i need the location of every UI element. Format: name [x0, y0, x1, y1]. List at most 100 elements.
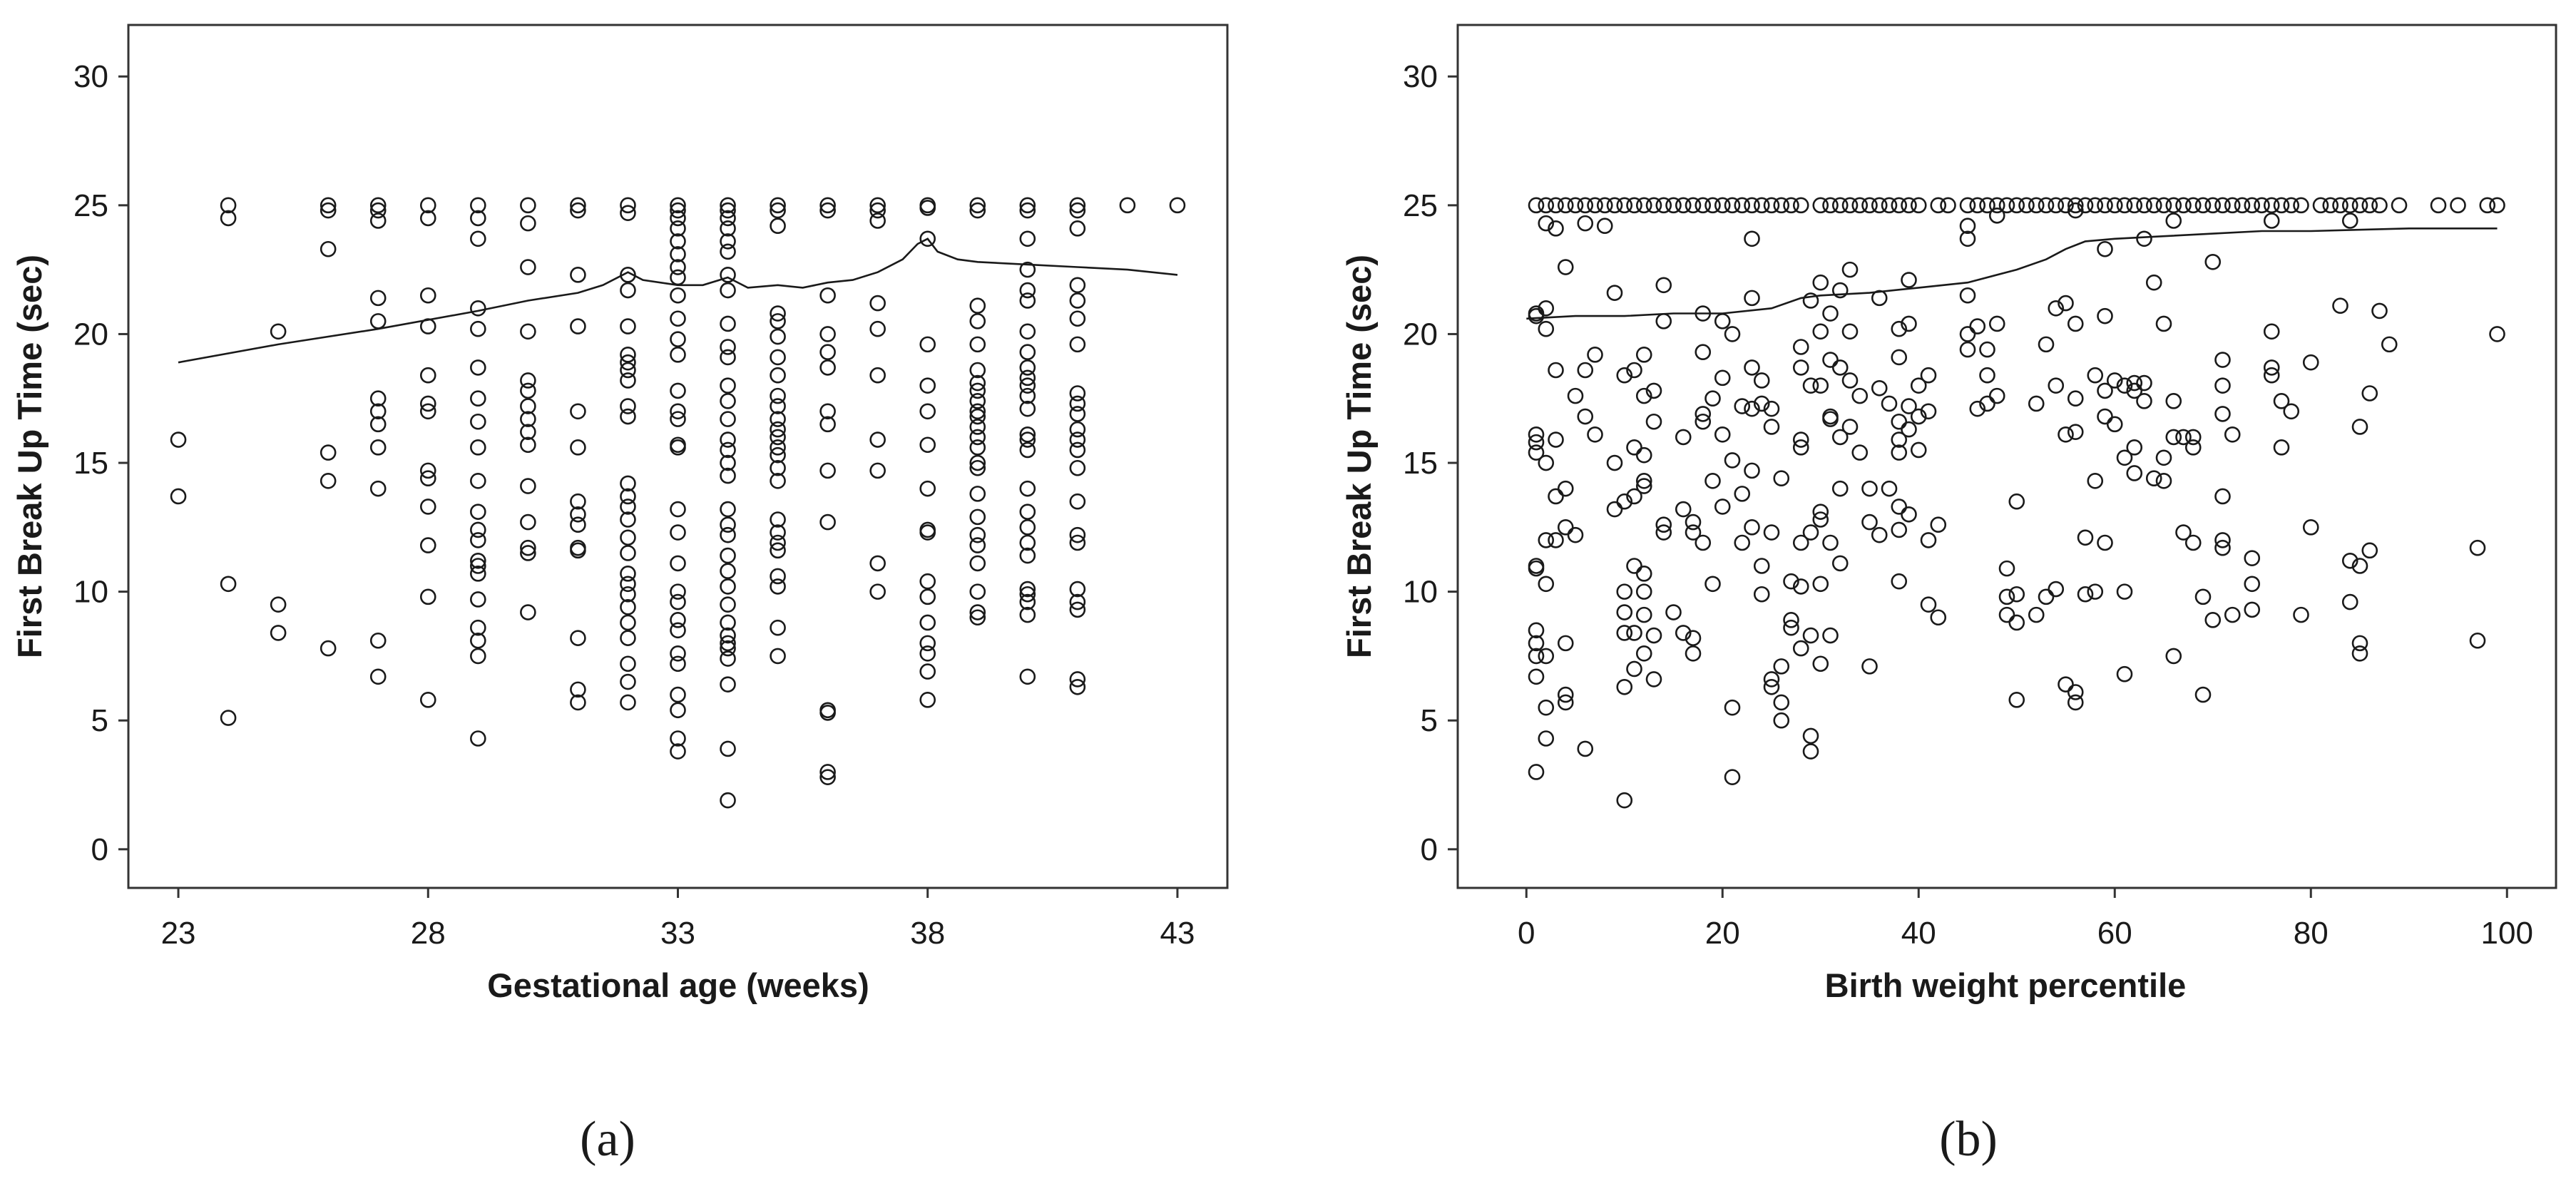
- panel-b-data-point: [1979, 367, 1995, 384]
- panel-a-data-point: [969, 604, 986, 620]
- panel-b-data-point: [1979, 395, 1995, 412]
- panel-b-data-point: [1635, 566, 1652, 582]
- panel-a-data-point: [819, 462, 836, 479]
- panel-b-data-point: [2214, 488, 2231, 505]
- panel-b-data-point: [1969, 197, 1986, 214]
- panel-b-data-point: [1792, 197, 1809, 214]
- panel-a-data-point: [520, 539, 536, 556]
- panel-b-data-point: [2097, 382, 2113, 399]
- panel-a-data-point: [670, 702, 686, 719]
- panel-a-data-point: [369, 213, 387, 229]
- panel-a-data-point: [720, 614, 736, 631]
- panel-a-data-point: [770, 411, 786, 427]
- panel-a-y-axis: 0 5 10 15 20 25 30: [73, 59, 128, 867]
- panel-b-data-point: [2214, 532, 2231, 548]
- panel-b-data-point: [1871, 526, 1888, 543]
- panel-a-data-point: [670, 220, 686, 237]
- panel-b-data-point: [1577, 197, 1594, 214]
- panel-a-data-point: [919, 524, 936, 541]
- panel-b-data-point: [2145, 197, 2162, 214]
- panel-b-data-point: [1802, 743, 1819, 760]
- panel-a-data-point: [1069, 526, 1086, 543]
- panel-b-data-point: [1812, 576, 1829, 593]
- panel-a-data-point: [670, 246, 686, 262]
- panel-b-data-point: [1812, 274, 1829, 291]
- panel-b-data-point: [1969, 318, 1986, 334]
- panel-a-data-point: [1019, 593, 1036, 610]
- panel-a-data-point: [369, 390, 387, 407]
- panel-a-data-point: [969, 555, 986, 572]
- panel-b-data-point: [2351, 197, 2368, 214]
- panel-a-data-point: [720, 467, 736, 484]
- panel-a-data-point: [369, 632, 387, 649]
- panel-a-data-point: [770, 367, 786, 384]
- panel-b-data-point: [1734, 534, 1751, 551]
- panel-a-data-point: [570, 493, 586, 510]
- panel-b-data-point: [1998, 197, 2015, 214]
- panel-b-data-point: [2165, 213, 2182, 229]
- panel-a-data-point: [720, 315, 736, 332]
- panel-b-data-point: [1724, 769, 1741, 785]
- panel-b-data-point: [1596, 218, 1613, 235]
- panel-a-data-point: [570, 202, 586, 219]
- panel-b-data-point: [1831, 555, 1849, 572]
- panel-b-data-point: [1606, 197, 1623, 214]
- panel-a-data-point: [969, 297, 986, 315]
- panel-a-data-point: [720, 233, 736, 250]
- panel-a-data-point: [470, 320, 486, 337]
- panel-b-data-point: [2126, 439, 2143, 456]
- panel-b-data-point: [2058, 676, 2074, 692]
- panel-a-data-point: [670, 593, 686, 610]
- panel-a-data-point: [720, 501, 736, 518]
- panel-a-data-point: [520, 259, 536, 275]
- panel-b-x-tick-label: 80: [2294, 916, 2329, 951]
- panel-a-data-point: [620, 398, 636, 414]
- panel-b-data-point: [1881, 480, 1898, 497]
- panel-a-data-point: [470, 552, 486, 569]
- panel-a-data-point: [419, 499, 436, 515]
- panel-a-data-point: [419, 210, 436, 227]
- panel-a-data-point: [620, 566, 636, 582]
- panel-a-data-point: [919, 588, 936, 605]
- panel-b-data-point: [2312, 197, 2329, 214]
- panel-b-data-point: [2097, 534, 2113, 551]
- panel-b-data-point: [2224, 606, 2241, 623]
- panel-a-data-point: [770, 473, 786, 489]
- panel-a-data-point: [919, 480, 936, 497]
- panel-b-data-point: [1871, 197, 1888, 214]
- panel-a-data-point: [969, 382, 986, 399]
- panel-b-data-point: [1744, 519, 1760, 536]
- panel-a-data-point: [770, 511, 786, 528]
- panel-b-data-point: [2351, 645, 2368, 662]
- panel-b-data-point: [1635, 446, 1652, 464]
- panel-a-data-point: [919, 614, 936, 631]
- panel-b-data-point: [2489, 326, 2505, 342]
- panel-a-data-point: [720, 563, 736, 580]
- panel-a-data-point: [720, 202, 736, 219]
- panel-b-x-tick-label: 60: [2097, 916, 2132, 951]
- panel-b-data-point: [1988, 387, 2005, 404]
- panel-a-data-point: [1069, 406, 1086, 422]
- panel-b-data-point: [1920, 403, 1937, 420]
- panel-a-data-point: [270, 323, 287, 340]
- panel-b-data-point: [1655, 313, 1672, 329]
- panel-b-data-point: [1959, 326, 1976, 342]
- panel-b-data-point: [1528, 197, 1545, 214]
- panel-a-data-point: [419, 395, 436, 412]
- panel-a-y-tick-label: 10: [73, 575, 108, 610]
- panel-b-data-point: [2293, 606, 2309, 623]
- panel-a-data-point: [819, 326, 836, 342]
- panel-b-data-point: [1645, 197, 1662, 214]
- panel-b-y-axis-title: First Break Up Time (sec): [1340, 255, 1378, 658]
- panel-b-data-point: [2155, 197, 2172, 214]
- panel-b-data-point: [2106, 197, 2123, 214]
- panel-a-data-point: [1019, 369, 1036, 387]
- panel-a-x-tick-label: 43: [1160, 916, 1195, 951]
- panel-b-data-point: [1901, 506, 1917, 523]
- panel-b-data-point: [1704, 473, 1721, 489]
- panel-b-data-point: [1802, 627, 1819, 644]
- panel-b-data-point: [1822, 305, 1839, 322]
- panel-a-data-point: [1019, 400, 1036, 417]
- panel-b-data-point: [2244, 601, 2261, 618]
- panel-b-data-point: [1567, 526, 1584, 543]
